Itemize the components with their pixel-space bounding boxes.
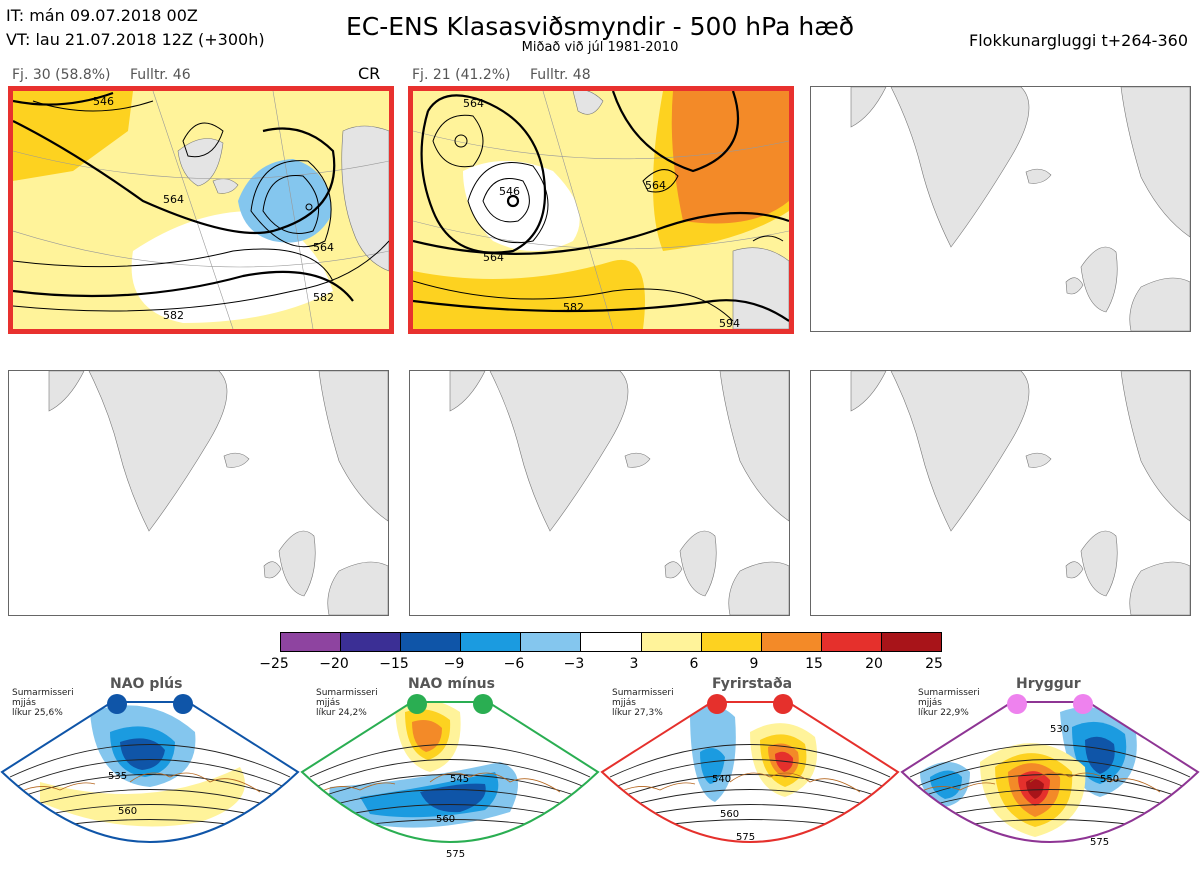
empty-map-3[interactable] bbox=[810, 86, 1191, 332]
regime-nao-minus-contour-575: 575 bbox=[446, 849, 465, 860]
cluster-2-control: Fulltr. 48 bbox=[530, 67, 591, 83]
colorbar-swatch bbox=[461, 633, 522, 651]
regime-nao-plus[interactable]: 535 560 bbox=[0, 672, 300, 870]
colorbar-tick: 25 bbox=[925, 656, 943, 672]
regime-nao-minus-note: Sumarmisseri mjjás líkur 24,2% bbox=[316, 688, 378, 718]
empty-map-4[interactable] bbox=[8, 370, 389, 616]
cluster-1-control: Fulltr. 46 bbox=[130, 67, 191, 83]
cluster-1-contour-label-546: 546 bbox=[93, 95, 114, 108]
colorbar bbox=[280, 632, 942, 652]
cluster-2-contour-label-564: 564 bbox=[463, 97, 484, 110]
regime-nao-minus[interactable]: 545 560 575 bbox=[300, 672, 600, 870]
regime-nao-minus-contour-560: 560 bbox=[436, 814, 455, 825]
colorbar-tick: 9 bbox=[749, 656, 759, 672]
colorbar-swatch bbox=[761, 633, 822, 651]
empty-map-6[interactable] bbox=[810, 370, 1191, 616]
colorbar-swatch bbox=[521, 633, 582, 651]
regime-ridge-note: Sumarmisseri mjjás líkur 22,9% bbox=[918, 688, 980, 718]
cluster-2-contour-label-546: 546 bbox=[499, 185, 520, 198]
regime-blocking-note: Sumarmisseri mjjás líkur 27,3% bbox=[612, 688, 674, 718]
colorbar-swatch bbox=[641, 633, 702, 651]
colorbar-swatch bbox=[881, 633, 942, 651]
page-title: EC-ENS Klasasviðsmyndir - 500 hPa hæð bbox=[345, 12, 855, 41]
colorbar-swatch bbox=[281, 633, 342, 651]
colorbar-swatch bbox=[401, 633, 462, 651]
cluster-2-contour-label-564c: 564 bbox=[645, 179, 666, 192]
regime-blocking[interactable]: 540 560 575 bbox=[600, 672, 900, 870]
regime-nao-plus-note: Sumarmisseri mjjás líkur 25,6% bbox=[12, 688, 74, 718]
colorbar-tick: −6 bbox=[503, 656, 525, 672]
regime-blocking-center-dot bbox=[773, 694, 793, 714]
cluster-1-contour-label-582b: 582 bbox=[163, 309, 184, 322]
regime-ridge[interactable]: 530 550 575 bbox=[900, 672, 1200, 870]
regime-ridge-contour-550: 550 bbox=[1100, 774, 1119, 785]
colorbar-tick: −25 bbox=[259, 656, 289, 672]
cluster-1-count: Fj. 30 (58.8%) bbox=[12, 67, 111, 83]
colorbar-tick: −9 bbox=[443, 656, 465, 672]
regime-nao-minus-title: NAO mínus bbox=[408, 676, 495, 692]
regime-nao-plus-contour-560: 560 bbox=[118, 806, 137, 817]
cluster-1-tag: CR bbox=[358, 64, 381, 83]
init-time: IT: mán 09.07.2018 00Z bbox=[6, 6, 198, 25]
cluster-1-map[interactable]: 546 564 564 582 582 bbox=[8, 86, 394, 334]
colorbar-swatch bbox=[821, 633, 882, 651]
cluster-2-contour-label-594: 594 bbox=[719, 317, 740, 329]
colorbar-tick: −3 bbox=[563, 656, 585, 672]
empty-map-5[interactable] bbox=[409, 370, 790, 616]
colorbar-tick: −15 bbox=[379, 656, 409, 672]
regime-ridge-center-dot bbox=[1007, 694, 1027, 714]
regime-nao-plus-contour-535: 535 bbox=[108, 771, 127, 782]
regime-ridge-title: Hryggur bbox=[1016, 676, 1081, 692]
regime-blocking-contour-560: 560 bbox=[720, 809, 739, 820]
colorbar-swatch bbox=[341, 633, 402, 651]
colorbar-tick: 15 bbox=[805, 656, 823, 672]
valid-time: VT: lau 21.07.2018 12Z (+300h) bbox=[6, 30, 265, 49]
colorbar-tick: 6 bbox=[689, 656, 699, 672]
regime-blocking-title: Fyrirstaða bbox=[712, 676, 793, 692]
cluster-1-contour-label-564b: 564 bbox=[313, 241, 334, 254]
colorbar-swatch bbox=[581, 633, 642, 651]
colorbar-swatch bbox=[701, 633, 762, 651]
cluster-1-contour-label-582: 582 bbox=[313, 291, 334, 304]
page-subtitle: Miðað við júl 1981-2010 bbox=[521, 40, 679, 55]
regime-blocking-contour-575: 575 bbox=[736, 832, 755, 843]
cluster-2-count: Fj. 21 (41.2%) bbox=[412, 67, 511, 83]
colorbar-tick: −20 bbox=[319, 656, 349, 672]
cluster-1-contour-label-564: 564 bbox=[163, 193, 184, 206]
classification-window: Flokkunargluggi t+264-360 bbox=[969, 31, 1188, 50]
cluster-2-contour-label-564b: 564 bbox=[483, 251, 504, 264]
cluster-2-map[interactable]: 564 546 564 564 582 594 bbox=[408, 86, 794, 334]
regime-nao-minus-center-dot bbox=[473, 694, 493, 714]
colorbar-tick: 20 bbox=[865, 656, 883, 672]
regime-ridge-contour-530: 530 bbox=[1050, 724, 1069, 735]
regime-nao-plus-title: NAO plús bbox=[110, 676, 183, 692]
regime-nao-minus-contour-545: 545 bbox=[450, 774, 469, 785]
regime-nao-minus-center-dot bbox=[407, 694, 427, 714]
colorbar-tick: 3 bbox=[629, 656, 639, 672]
cluster-2-contour-label-582: 582 bbox=[563, 301, 584, 314]
regime-nao-plus-center-dot bbox=[173, 694, 193, 714]
regime-blocking-center-dot bbox=[707, 694, 727, 714]
regime-nao-plus-center-dot bbox=[107, 694, 127, 714]
regime-ridge-contour-575: 575 bbox=[1090, 837, 1109, 848]
regime-blocking-contour-540: 540 bbox=[712, 774, 731, 785]
regime-ridge-center-dot bbox=[1073, 694, 1093, 714]
